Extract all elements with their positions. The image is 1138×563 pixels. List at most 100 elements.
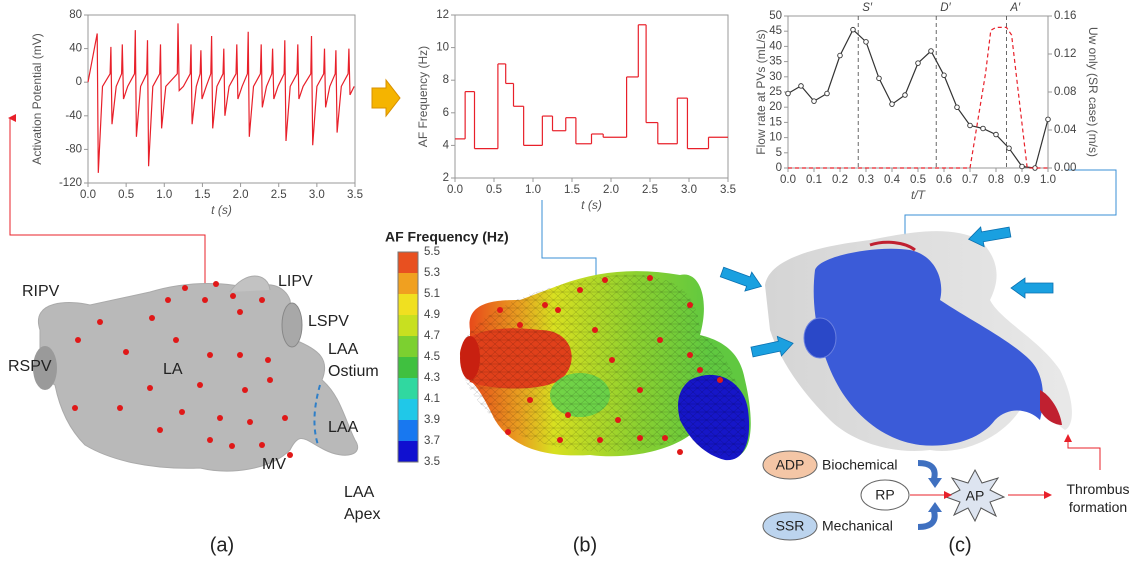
colorbar-band (398, 441, 418, 462)
x-tick-label: 2.0 (603, 184, 619, 196)
electrode (555, 307, 561, 313)
anatomy-label: LSPV (308, 313, 349, 330)
x-tick-label: 0.0 (80, 189, 96, 201)
electrode (497, 307, 503, 313)
electrode (687, 302, 693, 308)
x-tick-label: 0.4 (884, 174, 901, 186)
y2-tick-label: 0.12 (1054, 48, 1076, 60)
x-tick-label: 1.0 (156, 189, 172, 201)
data-line (87, 23, 355, 173)
y-axis-label: Flow rate at PVs (mL/s) (754, 29, 768, 154)
x-tick-label: 3.0 (309, 189, 325, 201)
electrode (165, 297, 171, 303)
x-tick-label: 0.7 (962, 174, 978, 186)
phase-label: D′ (940, 2, 951, 14)
data-point (915, 60, 921, 66)
y-tick-label: 12 (436, 9, 449, 21)
flow-arrow (371, 78, 401, 118)
electrode (242, 387, 248, 393)
electrode (267, 377, 273, 383)
y-tick-label: 35 (769, 56, 782, 68)
y-tick-label: 40 (69, 43, 82, 55)
y-tick-label: 0 (76, 76, 82, 88)
data-line (788, 26, 1048, 169)
electrode (565, 412, 571, 418)
data-point (889, 101, 895, 107)
plot-frame (87, 14, 356, 184)
x-tick-label: 0.8 (988, 174, 1004, 186)
electrode (517, 322, 523, 328)
y2-tick-label: 0.16 (1054, 10, 1076, 22)
data-point (850, 26, 856, 33)
colorbar-tick-label: 5.1 (424, 288, 440, 300)
colorbar-band (398, 336, 418, 357)
electrode (237, 352, 243, 358)
electrode (182, 285, 188, 291)
x-tick-label: 0.2 (832, 174, 848, 186)
diagram-label: Thrombus formation (1066, 481, 1129, 515)
electrode (157, 427, 163, 433)
electrode (213, 281, 219, 287)
x-axis-label: t (s) (581, 198, 602, 212)
electrode (637, 435, 643, 441)
data-point (928, 48, 934, 54)
colorbar-frame (397, 251, 419, 463)
y-tick-label: 8 (443, 74, 449, 86)
phase-label: A′ (1009, 2, 1021, 14)
y2-axis-label: Uw only (SR case) (m/s) (1086, 27, 1100, 157)
electrode (197, 382, 203, 388)
electrode (149, 315, 155, 321)
electrode (557, 437, 563, 443)
electrode (615, 417, 621, 423)
electrode (247, 419, 253, 425)
colorbar-tick-label: 5.3 (424, 267, 440, 279)
x-tick-label: 0.5 (118, 189, 134, 201)
y-tick-label: -40 (65, 110, 82, 122)
electrode (657, 337, 663, 343)
anatomy-label: LA (163, 361, 183, 378)
electrode (687, 352, 693, 358)
colorbar-band (398, 315, 418, 336)
colorbar-band (398, 294, 418, 315)
anatomy-c (719, 226, 1072, 451)
data-point (837, 52, 843, 59)
anatomy-label: MV (262, 456, 286, 473)
y-tick-label: 10 (769, 132, 782, 144)
data-point (902, 92, 908, 98)
x-tick-label: 1.5 (564, 184, 580, 196)
anatomy-label: LAA (328, 419, 359, 436)
data-point (941, 72, 947, 79)
anatomy-label: RSPV (8, 358, 52, 375)
diagram-node: SSR (776, 518, 805, 534)
data-point (980, 125, 986, 132)
electrode (287, 452, 293, 458)
y2-tick-label: 0.04 (1054, 124, 1077, 136)
data-point (863, 39, 869, 45)
electrode (259, 442, 265, 448)
y-tick-label: 10 (436, 42, 449, 54)
electrode (237, 309, 243, 315)
y-tick-label: 5 (776, 147, 782, 159)
data-point (954, 104, 960, 110)
diagram-label: Biochemical (822, 457, 897, 473)
x-tick-label: 3.0 (681, 184, 697, 196)
y-tick-label: 50 (769, 10, 782, 22)
colorbar-tick-label: 3.9 (424, 414, 440, 426)
electrode (505, 429, 511, 435)
anatomy-label: LIPV (278, 273, 313, 290)
y-axis-label: Activation Potential (mV) (30, 33, 44, 164)
x-tick-label: 0.5 (910, 174, 926, 186)
electrode (173, 337, 179, 343)
electrode (592, 327, 598, 333)
data-point (993, 131, 999, 138)
data-point (824, 90, 830, 97)
electrode (282, 415, 288, 421)
electrode (259, 297, 265, 303)
x-axis-label: t/T (911, 188, 927, 202)
colorbar-tick-label: 4.5 (424, 351, 440, 363)
x-tick-label: 0.9 (1014, 174, 1030, 186)
electrode (717, 377, 723, 383)
colorbar-band (398, 252, 418, 273)
data-point (967, 122, 973, 129)
